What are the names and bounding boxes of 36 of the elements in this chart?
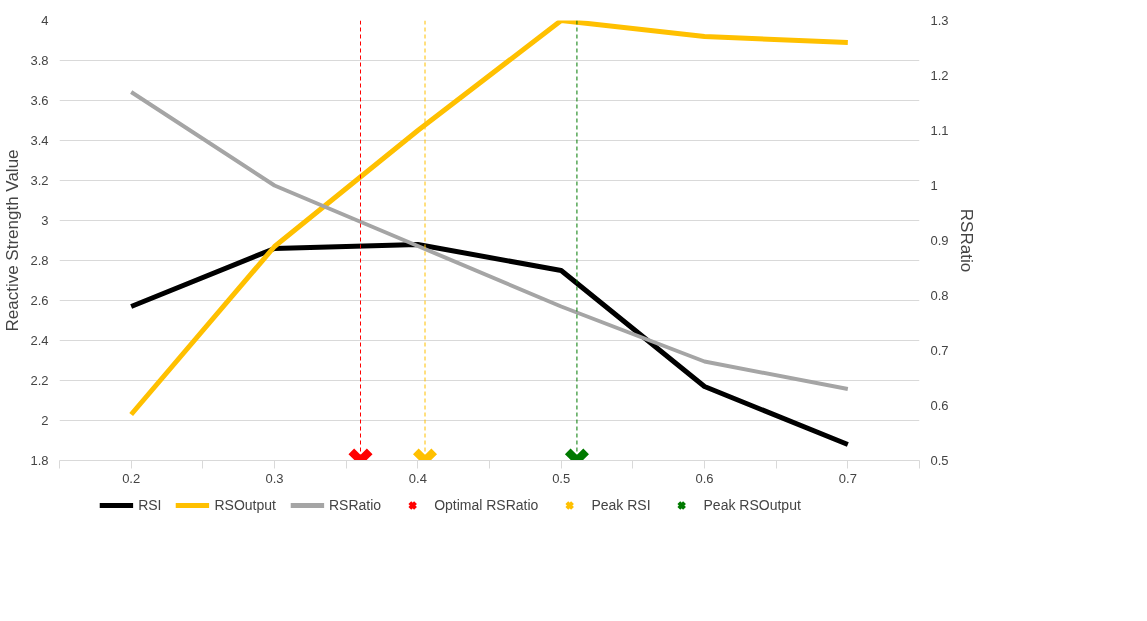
line-series	[129, 90, 850, 391]
y-tick-label: 3.2	[30, 173, 49, 188]
legend-label: Peak RSOutput	[703, 497, 801, 513]
x-tick-label: 0.5	[552, 470, 571, 486]
y-tick-label: 2	[41, 413, 49, 428]
y-tick-label: 3.6	[30, 93, 49, 108]
y-tick-label: 3.4	[30, 133, 49, 148]
y2-axis-title: RSRatio	[956, 208, 976, 273]
x-tick-label: 0.4	[408, 470, 427, 486]
y2-tick-label: 0.7	[930, 343, 949, 358]
x-tick-label: 0.2	[122, 470, 141, 486]
y-axis-title: Reactive Strength Value	[3, 149, 23, 332]
legend-label: Peak RSI	[591, 497, 651, 513]
y2-tick-label: 0.9	[930, 233, 949, 248]
legend-label: RSOutput	[214, 497, 276, 513]
y-tick-label: 4	[41, 13, 49, 28]
y-tick-label: 2.8	[30, 253, 49, 268]
y-tick-label: 2.6	[30, 293, 49, 308]
y2-tick-label: 0.5	[930, 453, 949, 468]
y-tick-label: 3.8	[30, 53, 49, 68]
y-tick-label: 1.8	[30, 453, 49, 468]
y2-tick-label: 1.1	[930, 123, 949, 138]
legend-label: RSRatio	[328, 497, 382, 513]
y2-tick-label: 1.3	[930, 13, 949, 28]
x-tick-label: 0.7	[838, 470, 857, 486]
x-tick-label: 0.3	[265, 470, 284, 486]
x-tick-label: 0.6	[695, 470, 714, 486]
legend-label: RSI	[138, 497, 162, 513]
legend-label: Optimal RSRatio	[434, 497, 539, 513]
y-tick-label: 3	[41, 213, 49, 228]
y2-tick-label: 0.8	[930, 288, 949, 303]
y2-tick-label: 1.2	[930, 68, 949, 83]
y2-tick-label: 0.6	[930, 398, 949, 413]
y-tick-label: 2.2	[30, 373, 49, 388]
y-tick-label: 2.4	[30, 333, 49, 348]
y2-tick-label: 1	[930, 178, 938, 193]
